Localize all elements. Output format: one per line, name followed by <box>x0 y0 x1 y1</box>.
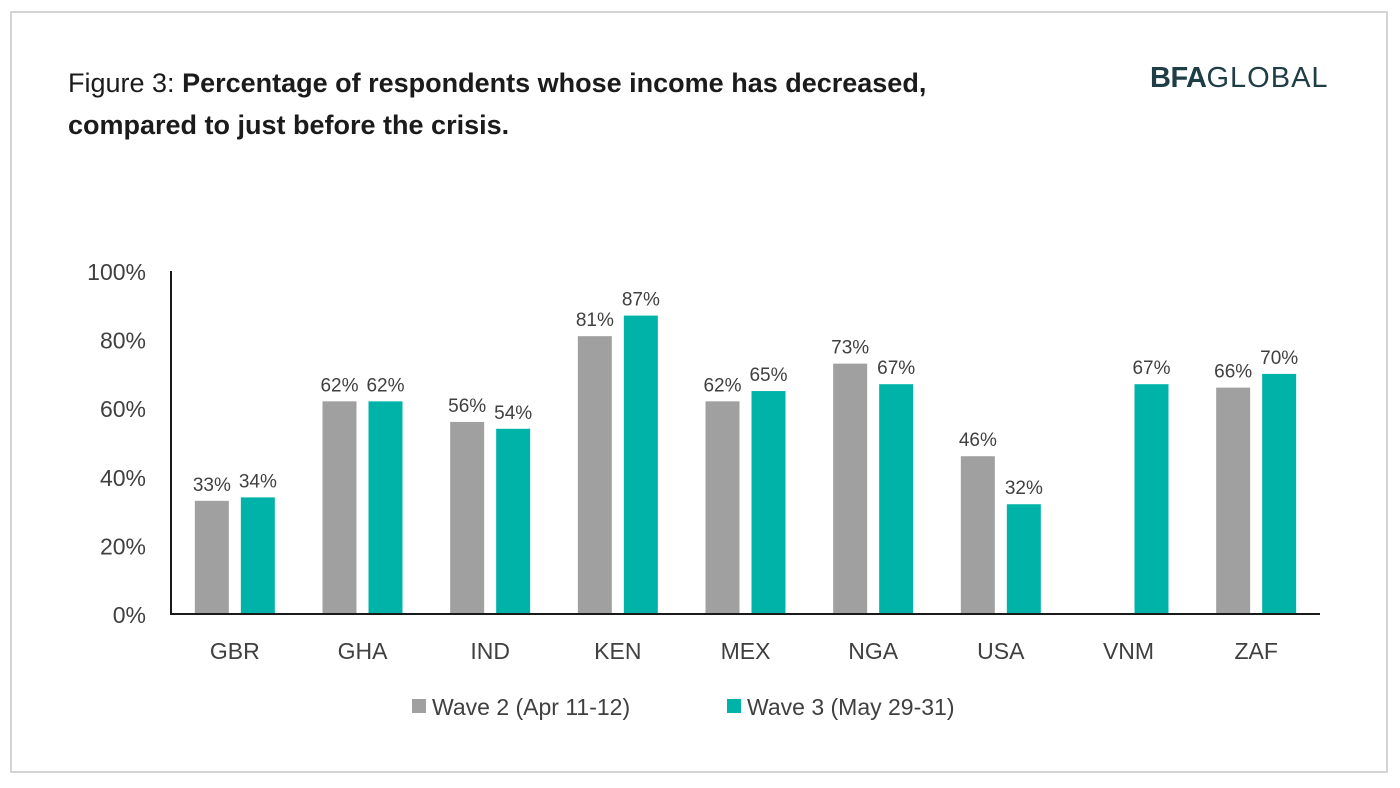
data-label: 46% <box>959 430 997 451</box>
figure-frame <box>10 11 1388 773</box>
legend-label: Wave 2 (Apr 11-12) <box>432 694 630 720</box>
y-tick-label: 20% <box>100 533 146 559</box>
bar <box>496 428 531 614</box>
x-tick-label: ZAF <box>1234 638 1277 664</box>
bar <box>1216 387 1251 614</box>
data-label: 34% <box>239 471 277 492</box>
bar <box>194 500 229 614</box>
bar <box>1134 384 1169 614</box>
bar <box>322 401 357 614</box>
x-tick-label: USA <box>977 638 1025 664</box>
title-text-2: compared to just before the crisis. <box>68 110 510 140</box>
bar <box>705 401 740 614</box>
data-label: 73% <box>831 338 869 359</box>
bar <box>368 401 403 614</box>
title-text-bold: income has decreased, <box>629 68 927 98</box>
data-label: 81% <box>576 310 614 331</box>
data-label: 62% <box>366 375 404 396</box>
x-tick-label: MEX <box>721 638 771 664</box>
data-label: 62% <box>320 375 358 396</box>
logo-bold: BFA <box>1150 62 1207 94</box>
x-tick-label: NGA <box>848 638 899 664</box>
bar <box>833 363 868 614</box>
bar <box>450 421 485 614</box>
data-label: 32% <box>1005 478 1043 499</box>
bar <box>577 336 612 614</box>
data-label: 87% <box>622 290 660 311</box>
bar <box>1262 373 1297 614</box>
x-tick-label: GBR <box>210 638 260 664</box>
title-line-1: Figure 3: Percentage of respondents whos… <box>68 62 1068 104</box>
data-label: 54% <box>494 403 532 424</box>
data-label: 67% <box>1132 358 1170 379</box>
y-tick-label: 40% <box>100 465 146 491</box>
title-text-1: Percentage of respondents whose <box>182 68 630 98</box>
figure-title: Figure 3: Percentage of respondents whos… <box>68 62 1068 146</box>
legend-swatch <box>727 699 741 713</box>
x-tick-label: KEN <box>594 638 641 664</box>
logo-thin: GLOBAL <box>1206 62 1329 94</box>
bar <box>751 391 786 614</box>
data-label: 65% <box>749 365 787 386</box>
data-label: 66% <box>1214 362 1252 383</box>
bar <box>1006 504 1041 614</box>
data-label: 33% <box>193 475 231 496</box>
title-prefix: Figure 3: <box>68 68 183 98</box>
x-tick-label: IND <box>470 638 510 664</box>
title-line-2: compared to just before the crisis. <box>68 104 1068 146</box>
y-tick-label: 80% <box>100 328 146 354</box>
bar <box>240 497 275 614</box>
bfa-global-logo: BFAGLOBAL <box>1150 62 1329 95</box>
legend-swatch <box>412 699 426 713</box>
data-label: 56% <box>448 396 486 417</box>
legend-label: Wave 3 (May 29-31) <box>747 694 955 720</box>
bar <box>623 315 658 614</box>
x-tick-label: GHA <box>338 638 389 664</box>
data-label: 70% <box>1260 348 1298 369</box>
y-tick-label: 60% <box>100 396 146 422</box>
data-label: 67% <box>877 358 915 379</box>
y-tick-label: 0% <box>113 602 146 628</box>
y-tick-label: 100% <box>87 259 146 285</box>
x-tick-label: VNM <box>1103 638 1154 664</box>
bar <box>879 384 914 614</box>
data-label: 62% <box>703 375 741 396</box>
bar <box>960 456 995 614</box>
